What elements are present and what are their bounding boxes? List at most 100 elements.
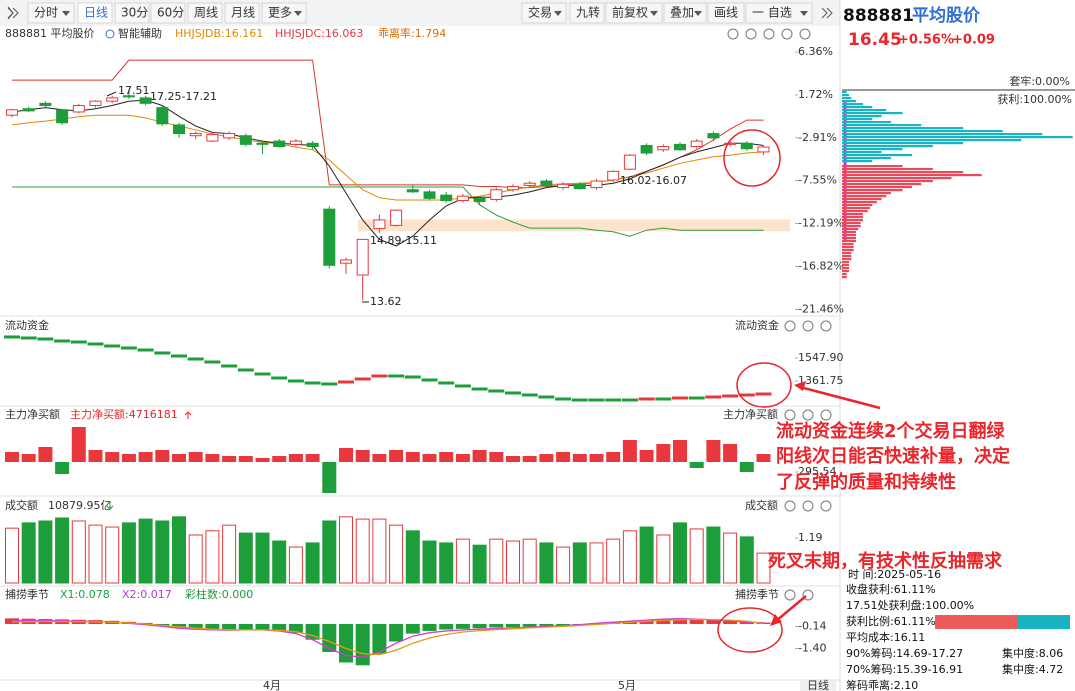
pane-icon[interactable] bbox=[820, 320, 832, 332]
candle-body bbox=[289, 140, 302, 145]
candle-body bbox=[106, 97, 119, 102]
chip-bar bbox=[842, 177, 952, 180]
pane-icon[interactable] bbox=[784, 589, 796, 601]
price-annotation: 17.25-17.21 bbox=[150, 90, 217, 103]
toolbar-button-label[interactable]: 分时 bbox=[34, 6, 58, 20]
arrow-head bbox=[770, 614, 782, 626]
pane-icon[interactable] bbox=[802, 320, 814, 332]
pane-icon[interactable] bbox=[784, 320, 796, 332]
toolbar-button-label[interactable]: 九转 bbox=[576, 5, 600, 20]
pane-title-right: 捕捞季节 bbox=[735, 587, 779, 601]
toolbar-button[interactable] bbox=[521, 2, 567, 24]
assist-label[interactable]: 智能辅助 bbox=[118, 26, 162, 40]
toolbar-button[interactable] bbox=[261, 2, 307, 24]
highlight-circle bbox=[723, 129, 781, 187]
toolbar-button-label[interactable]: 画线 bbox=[714, 6, 738, 20]
season-bar bbox=[188, 623, 203, 630]
toolbar-button[interactable] bbox=[77, 2, 113, 24]
pane-icon[interactable] bbox=[784, 500, 796, 512]
volume-bar bbox=[506, 540, 520, 584]
volume-bar bbox=[5, 527, 19, 584]
chip-bar bbox=[842, 210, 868, 213]
toolbar-button[interactable] bbox=[150, 2, 186, 24]
expand-icon[interactable] bbox=[7, 7, 19, 19]
stock-name: 平均股价 bbox=[912, 5, 981, 26]
pane-icon[interactable] bbox=[820, 409, 832, 421]
collapse-icon[interactable] bbox=[821, 7, 833, 19]
toolbar-button-label[interactable]: 叠加 bbox=[670, 6, 694, 20]
chip-info: 收盘获利:61.11% bbox=[846, 582, 936, 596]
indicator-line bbox=[12, 186, 764, 237]
toolbar-button-label[interactable]: 月线 bbox=[231, 6, 255, 20]
annotation-note: 死叉末期，有技术性反抽需求 bbox=[768, 550, 1003, 572]
chip-bar bbox=[842, 228, 859, 231]
toolbar-button-label[interactable]: 30分 bbox=[121, 6, 148, 20]
pane-icon[interactable] bbox=[802, 589, 814, 601]
chip-bar bbox=[842, 231, 856, 234]
volume-bar bbox=[38, 520, 53, 584]
x-axis-label: 4月 bbox=[263, 679, 281, 691]
stock-code: 888881 bbox=[843, 6, 914, 26]
volume-bar bbox=[589, 542, 604, 584]
legend-entry: HHJSJDB:16.161 bbox=[175, 27, 263, 40]
annotation-arrow bbox=[799, 385, 881, 410]
toolbar-button[interactable] bbox=[569, 2, 605, 24]
pane-icon[interactable] bbox=[802, 500, 814, 512]
toolbar-button-label[interactable]: 前复权 bbox=[612, 5, 648, 20]
pane-icon[interactable] bbox=[802, 409, 814, 421]
chip-bar bbox=[842, 225, 861, 228]
pane-icon[interactable] bbox=[799, 28, 811, 40]
toolbar-button[interactable] bbox=[114, 2, 150, 24]
candle-body bbox=[323, 208, 336, 266]
toolbar-button-label[interactable]: 60分 bbox=[157, 6, 184, 20]
pane-icon[interactable] bbox=[820, 500, 832, 512]
toolbar-button[interactable] bbox=[27, 2, 75, 24]
net-buy-bar bbox=[138, 451, 153, 462]
toolbar-button-label[interactable]: 一 自选 bbox=[752, 6, 792, 20]
net-buy-bar bbox=[5, 451, 19, 462]
season-bar bbox=[5, 618, 19, 624]
toolbar-button-label[interactable]: 交易 bbox=[528, 5, 552, 20]
net-buy-bar bbox=[455, 453, 470, 462]
chip-bar bbox=[842, 115, 882, 118]
candle-body bbox=[39, 102, 52, 106]
change: +0.09 bbox=[952, 33, 995, 48]
toolbar-button[interactable] bbox=[605, 2, 663, 24]
flow-dash bbox=[421, 378, 438, 382]
chip-bar bbox=[842, 124, 922, 127]
toolbar-button[interactable] bbox=[745, 2, 813, 24]
pane-icon[interactable] bbox=[727, 28, 739, 40]
chip-bar bbox=[842, 261, 849, 264]
volume-bar bbox=[238, 532, 253, 584]
toolbar-button-label[interactable]: 日线 bbox=[84, 6, 108, 20]
flow-dash bbox=[187, 357, 204, 361]
toolbar-button[interactable] bbox=[707, 2, 745, 24]
chip-bar bbox=[842, 154, 912, 157]
flow-dash bbox=[87, 342, 104, 346]
season-bar bbox=[539, 623, 554, 627]
pane-icon[interactable] bbox=[745, 28, 757, 40]
net-buy-bar bbox=[572, 453, 587, 462]
toolbar-button[interactable] bbox=[224, 2, 260, 24]
y-tick-label: -21.46% bbox=[798, 302, 844, 315]
pane-icon[interactable] bbox=[763, 28, 775, 40]
candle-body bbox=[456, 195, 469, 202]
chip-bar bbox=[842, 91, 847, 94]
candle-body bbox=[607, 170, 620, 181]
toolbar-button[interactable] bbox=[187, 2, 223, 24]
pane-icon[interactable] bbox=[784, 409, 796, 421]
annotation-note: 阳线次日能否快速补量，决定 bbox=[776, 445, 1010, 467]
net-buy-bar bbox=[622, 439, 637, 462]
flow-dash bbox=[738, 393, 755, 397]
season-bar bbox=[723, 620, 738, 624]
assist-icon[interactable] bbox=[105, 29, 115, 39]
price-annotation: 16.02-16.07 bbox=[620, 174, 687, 187]
season-bar bbox=[439, 623, 454, 630]
pane-indicator: X2:0.017 bbox=[122, 588, 172, 601]
toolbar-button-label[interactable]: 更多 bbox=[268, 6, 292, 20]
toolbar-button[interactable] bbox=[663, 2, 707, 24]
down-arrow-icon bbox=[106, 502, 114, 510]
toolbar-button-label[interactable]: 周线 bbox=[194, 6, 218, 20]
highlight-circle bbox=[736, 362, 792, 408]
pane-icon[interactable] bbox=[781, 28, 793, 40]
